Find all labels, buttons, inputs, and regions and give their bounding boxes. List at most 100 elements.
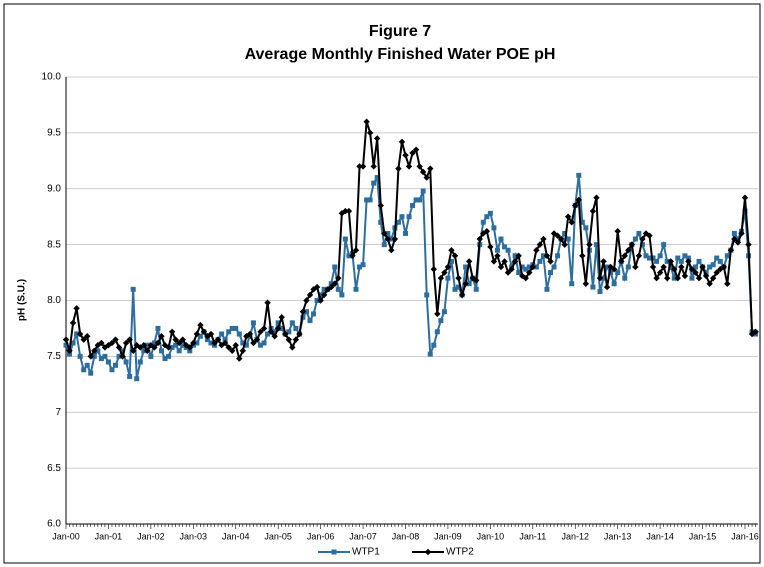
marker: [151, 344, 158, 351]
marker: [596, 274, 604, 282]
marker: [487, 243, 494, 251]
marker: [299, 308, 307, 315]
x-tick-label: Jan-13: [604, 531, 632, 541]
marker: [318, 292, 324, 298]
marker: [335, 274, 342, 282]
marker: [622, 275, 628, 281]
marker: [476, 235, 483, 243]
marker: [332, 264, 338, 270]
marker: [377, 202, 384, 209]
marker: [561, 241, 568, 248]
marker: [650, 255, 656, 261]
marker: [547, 270, 553, 276]
marker: [335, 286, 341, 292]
marker: [402, 152, 409, 159]
marker: [455, 274, 462, 282]
marker: [225, 344, 232, 351]
marker: [576, 172, 582, 178]
marker: [430, 266, 437, 273]
marker: [424, 548, 432, 556]
marker: [293, 325, 299, 331]
marker: [226, 329, 232, 335]
marker: [647, 255, 653, 261]
marker: [219, 331, 225, 337]
marker: [129, 347, 137, 354]
marker: [314, 298, 320, 303]
marker: [431, 342, 437, 348]
marker: [735, 236, 741, 242]
marker: [618, 258, 625, 265]
marker: [274, 325, 282, 332]
marker: [614, 228, 621, 235]
marker: [490, 258, 498, 265]
marker: [590, 284, 596, 290]
marker: [374, 175, 380, 181]
marker: [91, 353, 97, 359]
marker: [437, 274, 445, 282]
marker: [554, 232, 561, 239]
marker: [148, 353, 154, 359]
marker: [565, 236, 571, 242]
marker: [555, 253, 561, 259]
marker: [370, 163, 377, 170]
marker: [197, 333, 203, 339]
marker: [427, 165, 434, 172]
marker: [731, 230, 737, 236]
marker: [745, 241, 752, 248]
x-tick-label: Jan-00: [52, 531, 80, 541]
marker: [173, 342, 179, 348]
marker: [526, 269, 533, 276]
marker: [134, 376, 140, 382]
marker: [278, 314, 285, 321]
marker: [239, 347, 247, 354]
marker: [494, 247, 500, 253]
y-tick-label: 7: [55, 407, 61, 418]
marker: [243, 333, 250, 340]
marker: [579, 219, 585, 225]
marker: [516, 270, 522, 276]
marker: [144, 342, 150, 348]
marker: [267, 328, 275, 335]
marker: [515, 252, 522, 259]
series-line: [65, 121, 757, 362]
marker: [190, 339, 197, 347]
marker: [526, 264, 532, 270]
marker: [405, 163, 413, 170]
legend-label: WTP1: [352, 547, 380, 558]
marker: [632, 263, 639, 271]
marker: [229, 325, 235, 331]
marker: [523, 266, 529, 272]
marker: [275, 320, 281, 326]
marker: [187, 348, 193, 354]
marker: [257, 328, 264, 335]
marker: [385, 230, 391, 236]
marker: [115, 344, 123, 351]
marker: [720, 263, 727, 271]
marker: [165, 344, 172, 351]
marker: [607, 263, 614, 271]
marker: [306, 291, 314, 299]
x-tick-label: Jan-02: [137, 531, 165, 541]
marker: [663, 274, 671, 282]
marker: [381, 230, 388, 237]
marker: [240, 340, 246, 346]
marker: [127, 373, 133, 379]
marker: [384, 235, 392, 243]
marker: [74, 331, 80, 337]
marker: [689, 275, 695, 281]
marker: [678, 258, 684, 264]
marker: [363, 118, 370, 125]
marker: [685, 255, 691, 261]
marker: [388, 247, 395, 254]
marker: [646, 232, 653, 239]
marker: [151, 340, 157, 346]
marker: [569, 281, 575, 287]
x-tick-label: Jan-06: [307, 531, 335, 541]
marker: [250, 339, 257, 347]
y-tick-label: 7.5: [47, 351, 61, 362]
marker: [378, 219, 384, 225]
marker: [544, 286, 550, 292]
marker: [236, 355, 243, 362]
marker: [511, 258, 519, 265]
marker: [140, 342, 148, 349]
